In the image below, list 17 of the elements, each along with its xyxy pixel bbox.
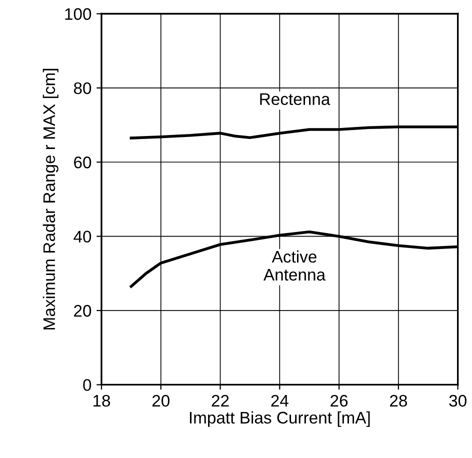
x-tick-label: 26 bbox=[330, 394, 348, 407]
y-tick-label: 40 bbox=[74, 230, 92, 243]
y-tick-label: 60 bbox=[74, 156, 92, 168]
series-label: Active Antenna bbox=[264, 250, 326, 281]
y-axis-title: Maximum Radar Range r MAX [cm] bbox=[42, 68, 58, 330]
series-label: Rectenna bbox=[260, 93, 330, 106]
x-tick-label: 30 bbox=[449, 394, 466, 407]
x-tick-label: 18 bbox=[93, 394, 110, 407]
x-tick-label: 20 bbox=[152, 394, 170, 407]
y-tick-label: 80 bbox=[74, 82, 92, 94]
y-tick-label: 20 bbox=[74, 304, 92, 317]
x-tick-label: 28 bbox=[390, 394, 407, 407]
x-tick-label: 24 bbox=[271, 394, 288, 407]
x-tick-label: 22 bbox=[212, 394, 229, 407]
x-axis-title: Impatt Bias Current [mA] bbox=[190, 411, 370, 427]
y-tick-label: 100 bbox=[65, 8, 92, 20]
y-tick-label: 0 bbox=[83, 379, 92, 391]
